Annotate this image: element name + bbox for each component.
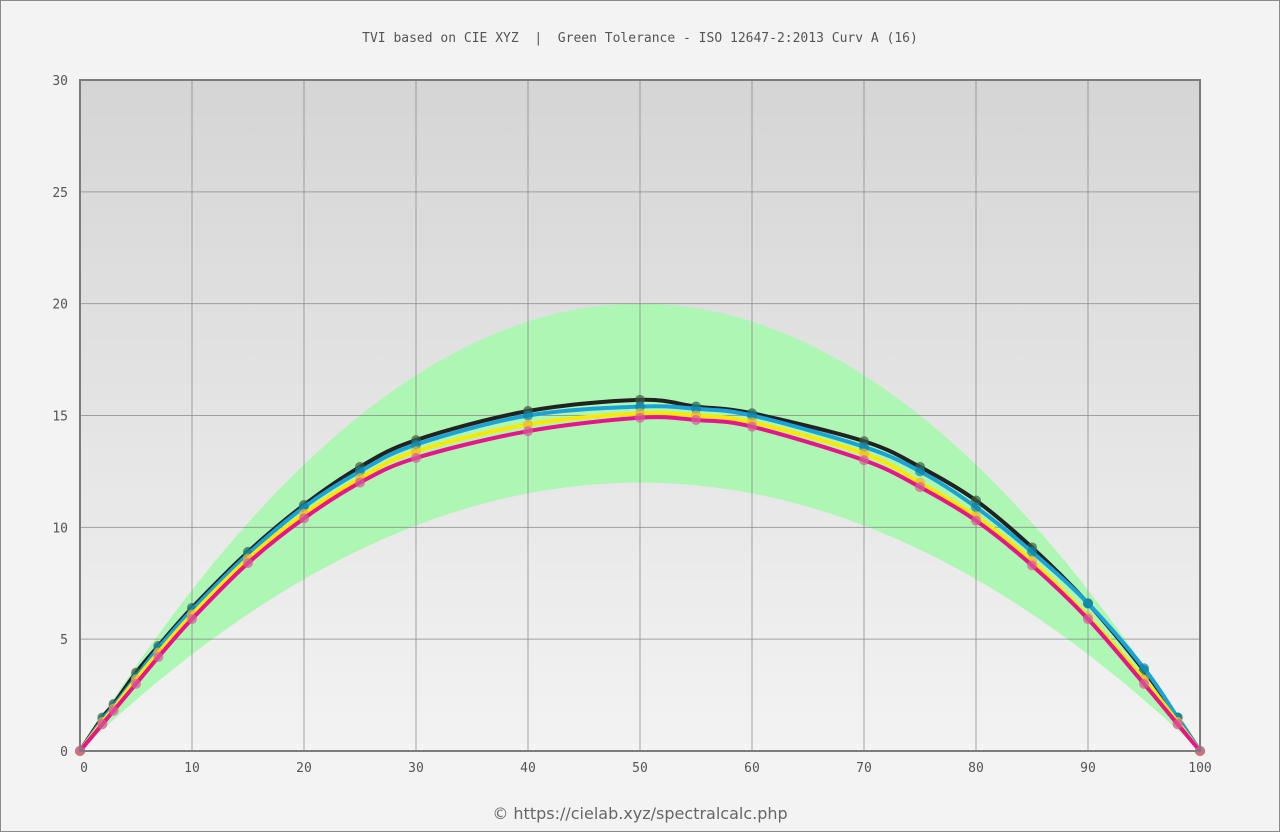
data-point: [411, 452, 421, 463]
x-tick-label: 20: [296, 761, 312, 776]
data-point: [915, 482, 925, 493]
data-point: [1139, 663, 1149, 674]
data-point: [1172, 719, 1183, 730]
data-point: [1139, 678, 1149, 689]
data-point: [97, 719, 108, 730]
x-tick-label: 40: [520, 761, 536, 776]
data-point: [1027, 560, 1037, 571]
series-magenta: [75, 412, 1205, 756]
data-point: [1083, 598, 1093, 609]
series-line-magenta: [78, 415, 1202, 753]
x-tick-label: 0: [80, 761, 88, 776]
y-tick-label: 5: [60, 633, 68, 648]
data-point: [108, 705, 119, 716]
data-point: [635, 412, 645, 423]
x-tick-label: 90: [1080, 761, 1096, 776]
data-point: [915, 466, 925, 477]
y-tick-label: 20: [52, 298, 68, 313]
x-tick-label: 60: [744, 761, 760, 776]
x-tick-label: 80: [968, 761, 984, 776]
y-tick-label: 0: [60, 745, 68, 760]
x-tick-label: 70: [856, 761, 872, 776]
plot-border: [79, 79, 1201, 752]
x-tick-label: 50: [632, 761, 648, 776]
data-point: [859, 455, 869, 466]
data-point: [1027, 546, 1037, 557]
x-tick-label: 10: [184, 761, 200, 776]
data-point: [131, 678, 141, 689]
data-point: [747, 421, 757, 432]
x-tick-label: 100: [1188, 761, 1211, 776]
data-point: [299, 513, 309, 524]
data-point: [971, 515, 981, 526]
data-point: [523, 410, 533, 421]
data-point: [243, 558, 253, 569]
data-point: [153, 652, 164, 663]
data-point: [187, 614, 197, 625]
footer-copyright: © https://cielab.xyz/spectralcalc.php: [492, 804, 788, 823]
y-tick-label: 25: [52, 186, 68, 201]
data-point: [971, 502, 981, 513]
y-tick-label: 15: [52, 410, 68, 425]
data-point: [523, 426, 533, 437]
y-tick-label: 30: [52, 74, 68, 89]
data-point: [1083, 614, 1093, 625]
data-point: [355, 477, 365, 488]
chart-title: TVI based on CIE XYZ | Green Tolerance -…: [362, 31, 918, 46]
x-tick-label: 30: [408, 761, 424, 776]
y-tick-label: 10: [52, 521, 68, 536]
data-point: [691, 414, 701, 425]
